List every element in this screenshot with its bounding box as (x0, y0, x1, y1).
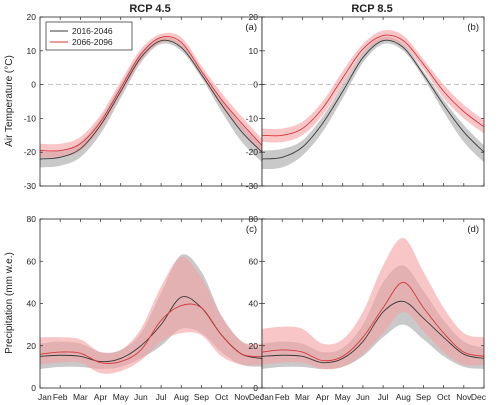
y-tick-label: 0 (253, 80, 258, 90)
x-tick-label: Apr (316, 392, 329, 402)
y-tick-label: 20 (249, 341, 259, 351)
panel-b: -30 -20 -10 0 10 20 (b) (246, 12, 485, 191)
band-red-d (262, 237, 484, 370)
panel-label: (c) (246, 224, 257, 235)
x-tick-label: May (113, 392, 130, 402)
band-gray-b (262, 36, 484, 170)
panel-label: (d) (467, 224, 479, 235)
legend-entry: 2066-2096 (72, 37, 113, 47)
y-tick-label: 10 (27, 46, 37, 56)
line-gray-d (261, 300, 485, 364)
axes-frame (261, 16, 485, 187)
x-tick-label: Oct (437, 392, 451, 402)
y-tick-label: 20 (27, 12, 37, 22)
x-tick-label: Feb (275, 392, 290, 402)
line-red-d (261, 281, 485, 362)
y-tick-label: -10 (246, 113, 259, 123)
line-red-c (39, 303, 263, 364)
panel-c: 0 20 40 60 80 Jan Feb Mar Apr May Jun Jul Aug Sep Oct N… (27, 214, 265, 402)
y-tick-label: 10 (249, 46, 259, 56)
legend-entry: 2016-2046 (72, 26, 113, 36)
x-tick-label: Dec (249, 392, 265, 402)
y-tick-label: -30 (246, 181, 259, 191)
y-tick-label: 0 (31, 80, 36, 90)
ylabel-precipitation: Precipitation (mm w.e.) (4, 252, 15, 354)
x-tick-label: Sep (194, 392, 209, 402)
x-tick-label: Jan (38, 392, 52, 402)
y-tick-label: -20 (24, 147, 37, 157)
x-tick-label: Dec (471, 392, 487, 402)
y-tick-label: 60 (249, 256, 259, 266)
band-red-a (40, 32, 262, 158)
x-tick-label: Feb (53, 392, 68, 402)
x-tick-label: Mar (73, 392, 88, 402)
x-tick-label: Jun (134, 392, 148, 402)
line-gray-a (39, 39, 263, 160)
y-tick-label: -10 (24, 113, 37, 123)
y-tick-label: 40 (249, 299, 259, 309)
x-tick-label: Aug (396, 392, 411, 402)
y-tick-label: 40 (27, 299, 37, 309)
y-tick-label: -20 (246, 147, 259, 157)
x-tick-label: Jul (378, 392, 389, 402)
x-tick-label: Sep (416, 392, 431, 402)
x-tick-label: Apr (94, 392, 107, 402)
line-gray-b (261, 39, 485, 160)
y-tick-label: 0 (31, 383, 36, 393)
x-tick-label: Oct (215, 392, 229, 402)
title-rcp85: RCP 8.5 (351, 3, 392, 15)
y-tick-label: 60 (27, 256, 37, 266)
panel-d: 0 20 40 60 80 Jan Feb Mar Apr May Jun Jul Aug Sep Oct N… (249, 214, 487, 402)
ylabel-air-temperature: Air Temperature (°C) (4, 55, 15, 147)
y-tick-label: 80 (27, 214, 37, 224)
title-rcp45: RCP 4.5 (129, 3, 170, 15)
y-tick-label: 80 (249, 214, 259, 224)
x-tick-label: Jun (356, 392, 370, 402)
panel-label: (b) (467, 22, 479, 33)
x-tick-label: Nov (234, 392, 250, 402)
legend-box (45, 21, 133, 51)
line-red-a (39, 35, 263, 152)
line-red-b (261, 34, 485, 137)
y-tick-label: 20 (249, 12, 259, 22)
band-gray-c (40, 254, 262, 369)
x-tick-label: Jan (260, 392, 274, 402)
x-tick-label: Nov (456, 392, 472, 402)
y-tick-label: 20 (27, 341, 37, 351)
x-tick-label: Aug (174, 392, 189, 402)
x-tick-label: Mar (295, 392, 310, 402)
y-tick-label: 0 (253, 383, 258, 393)
y-tick-label: -30 (24, 181, 37, 191)
panel-label: (a) (245, 22, 257, 33)
x-tick-label: Jul (156, 392, 167, 402)
x-tick-label: May (335, 392, 352, 402)
band-red-c (40, 256, 262, 374)
